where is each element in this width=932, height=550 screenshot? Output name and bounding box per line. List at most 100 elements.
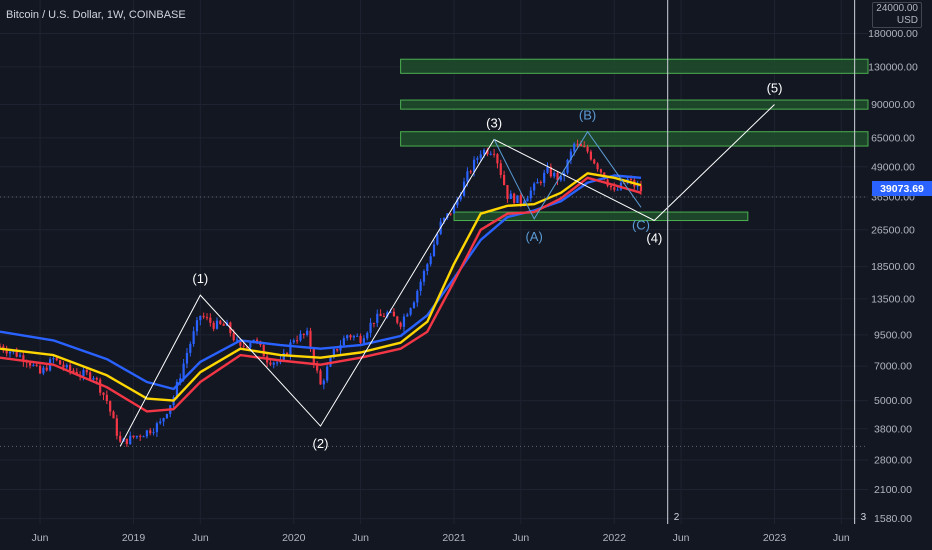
candle-body [503,174,506,186]
candle-body [322,380,325,385]
y-tick-label: 3800.00 [874,423,912,435]
x-tick-label: 2020 [282,532,306,544]
corrective-wave-line [493,130,642,220]
candle-body [179,378,182,382]
candle-body [429,256,432,265]
y-tick-label: 9500.00 [874,329,912,341]
candle-body [142,436,145,438]
wave-label: (3) [486,115,502,130]
candle-body [152,432,155,434]
candle-body [543,172,546,183]
candle-body [292,340,295,343]
wave-label: (1) [192,271,208,286]
candle-body [35,364,38,366]
x-tick-label: Jun [512,532,529,544]
candle-body [215,320,219,329]
candle-body [523,201,526,204]
candle-body [589,151,593,160]
candle-body [629,178,633,181]
y-tick-label: 26500.00 [871,224,915,236]
candle-body [125,438,128,445]
candle-body [492,153,496,155]
candle-body [18,355,22,357]
candle-body [472,159,476,172]
y-tick-label: 2800.00 [874,455,912,467]
candle-body [92,378,95,380]
candle-body [616,189,619,191]
candle-body [102,392,105,395]
candle-body [149,430,152,434]
candle-body [396,316,399,323]
candle-body [559,176,562,181]
axis-currency[interactable]: 24000.00 USD [872,2,922,28]
candle-body [242,345,245,347]
x-tick-label: Jun [673,532,690,544]
elliott-waves: (1) (2) (3) (4) (5) (A) (B) (C) [119,80,782,451]
candle-body [245,346,249,348]
x-tick-label: Jun [833,532,850,544]
candle-body [476,158,479,160]
y-axis[interactable]: 180000.00 130000.00 90000.00 65000.00 49000.… [868,28,918,525]
candle-body [422,271,426,282]
candle-body [639,185,643,192]
candle-body [159,421,162,424]
candle-body [539,181,542,183]
candle-body [553,172,556,177]
candle-body [302,333,305,335]
candle-body [62,364,65,368]
candle-body [182,363,185,379]
candle-body [162,418,165,422]
y-tick-label: 180000.00 [868,28,918,40]
chart-title: Bitcoin / U.S. Dollar, 1W, COINBASE [6,9,186,21]
x-tick-label: Jun [32,532,49,544]
candle-body [586,146,589,152]
candle-body [426,264,429,272]
candle-body [376,313,379,323]
candle-body [249,343,252,348]
candle-body [459,195,462,200]
candle-body [466,171,469,182]
candle-body [139,435,142,437]
ema-line [0,176,642,413]
candle-body [42,367,45,374]
x-axis[interactable]: Jun 2019 Jun 2020 Jun 2021 Jun 2022 Jun 2023 Jun [32,532,850,544]
candle-body [5,350,8,354]
candle-body [549,166,552,177]
candle-body [406,314,409,317]
candle-body [372,322,376,324]
candle-body [165,413,169,419]
candle-body [89,372,92,380]
candle-body [12,351,15,353]
candle-body [296,340,299,342]
candle-body [529,190,532,199]
candle-body [356,335,359,337]
candle-body [599,169,603,173]
candle-body [28,362,32,366]
candle-body [85,369,88,373]
candle-body [609,185,613,188]
candle-body [319,370,322,385]
candle-body [573,143,576,152]
candle-body [239,339,242,346]
candle-body [192,331,195,344]
candle-body [58,360,62,365]
candle-body [235,339,239,341]
wave-label: (B) [579,108,596,123]
candle-body [399,322,402,327]
candle-body [409,308,412,315]
candle-body [336,348,339,351]
y-tick-label: 5000.00 [874,395,912,407]
candle-body [613,187,616,190]
candle-body [359,335,362,343]
candle-body [456,199,459,206]
wave-label: (C) [632,217,650,232]
candle-body [199,315,202,321]
candle-body [499,163,502,175]
candle-body [45,367,48,371]
candle-body [309,330,312,350]
ema-line [0,174,642,391]
candle-body [566,159,569,173]
x-tick-label: Jun [192,532,209,544]
